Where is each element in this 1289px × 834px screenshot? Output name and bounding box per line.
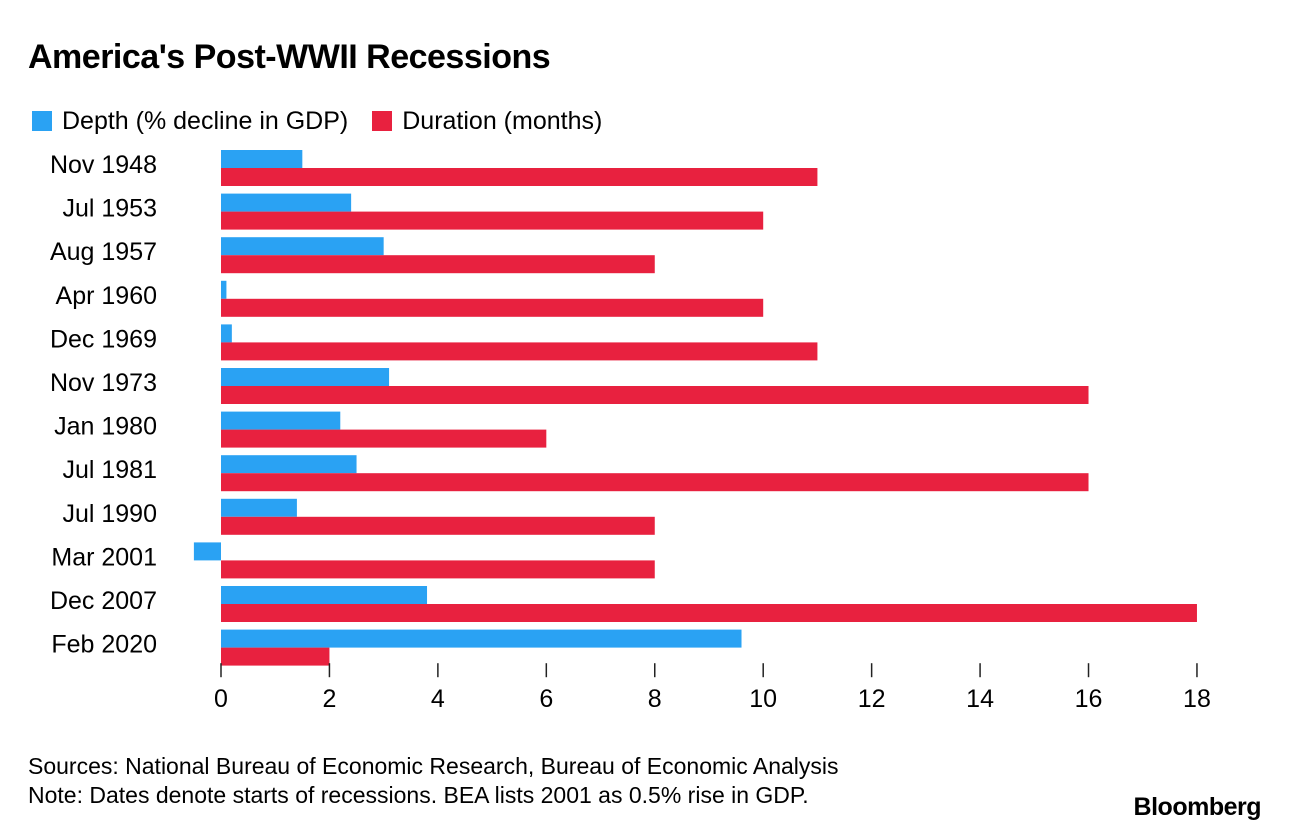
x-tick-label: 2	[322, 685, 336, 713]
legend-item-depth: Depth (% decline in GDP)	[32, 107, 348, 136]
x-tick-label: 8	[648, 685, 662, 713]
category-label: Jul 1981	[62, 456, 157, 484]
legend-swatch-duration	[372, 111, 393, 131]
depth-bar	[221, 368, 390, 386]
footer: Sources: National Bureau of Economic Res…	[28, 752, 839, 810]
category-label: Feb 2020	[51, 631, 157, 659]
x-tick-label: 16	[1075, 685, 1103, 713]
sources-text: Sources: National Bureau of Economic Res…	[28, 753, 839, 779]
x-tick-label: 10	[749, 685, 777, 713]
legend-label-depth: Depth (% decline in GDP)	[62, 106, 349, 135]
depth-bar	[221, 411, 341, 430]
depth-bar	[221, 455, 357, 474]
duration-bar	[221, 342, 818, 361]
depth-bar	[193, 542, 221, 561]
category-label: Jan 1980	[54, 413, 157, 441]
category-label: Nov 1973	[50, 369, 157, 397]
duration-bar	[221, 168, 818, 186]
category-label: Apr 1960	[56, 282, 157, 310]
category-label: Dec 1969	[50, 325, 157, 353]
legend-item-duration: Duration (months)	[372, 107, 602, 136]
depth-bar	[221, 150, 303, 168]
note-text: Note: Dates denote starts of recessions.…	[28, 782, 809, 808]
x-tick-label: 0	[214, 685, 228, 713]
duration-bar	[221, 255, 655, 274]
depth-bar	[221, 586, 428, 604]
duration-bar	[221, 647, 330, 666]
x-tick-label: 12	[858, 685, 886, 713]
legend-label-duration: Duration (months)	[402, 106, 603, 135]
duration-bar	[221, 386, 1089, 404]
depth-bar	[221, 280, 227, 299]
category-label: Dec 2007	[50, 587, 157, 615]
duration-bar	[221, 298, 764, 317]
depth-bar	[221, 498, 297, 517]
category-label: Jul 1953	[62, 195, 157, 223]
duration-bar	[221, 473, 1089, 492]
x-tick-label: 18	[1183, 685, 1211, 713]
category-label: Mar 2001	[51, 543, 157, 571]
duration-bar	[221, 604, 1197, 622]
x-tick-label: 14	[966, 685, 994, 713]
x-tick-label: 4	[431, 685, 445, 713]
duration-bar	[221, 516, 655, 535]
legend-swatch-depth	[32, 111, 52, 131]
duration-bar	[221, 429, 547, 448]
depth-bar	[221, 629, 742, 648]
chart-title: America's Post-WWII Recessions	[28, 38, 551, 76]
legend: Depth (% decline in GDP) Duration (month…	[32, 104, 626, 138]
category-label: Aug 1957	[50, 238, 157, 266]
bloomberg-logo: Bloomberg	[1133, 793, 1262, 821]
x-tick-label: 6	[539, 685, 553, 713]
duration-bar	[221, 560, 655, 579]
duration-bar	[221, 211, 764, 230]
category-label: Jul 1990	[62, 500, 157, 528]
depth-bar	[221, 237, 384, 256]
depth-bar	[221, 324, 232, 343]
category-label: Nov 1948	[50, 151, 157, 179]
depth-bar	[221, 193, 352, 212]
